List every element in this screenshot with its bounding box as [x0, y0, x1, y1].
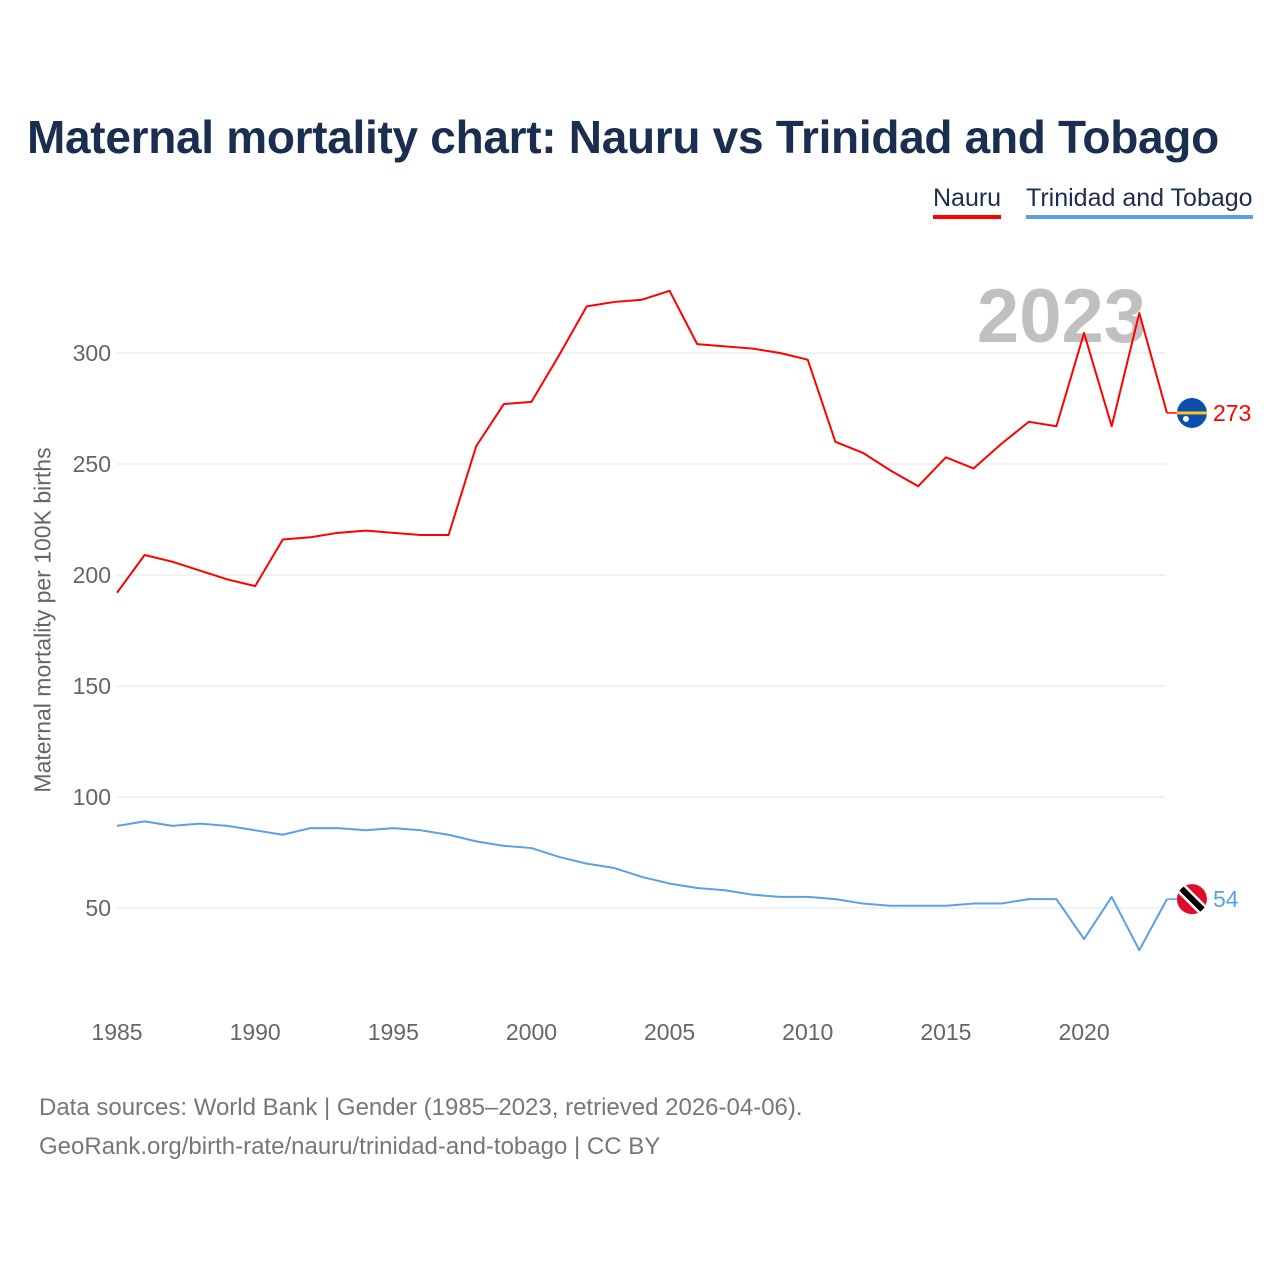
x-tick-label: 2005	[644, 1019, 695, 1045]
y-tick-label: 300	[73, 340, 111, 366]
legend-trinidad-and-tobago[interactable]: Trinidad and Tobago	[1026, 184, 1253, 219]
x-tick-label: 2010	[782, 1019, 833, 1045]
nauru-flag-stripe	[1176, 411, 1207, 415]
year-watermark: 2023	[977, 274, 1146, 359]
series-line-trinidad-and-tobago	[116, 820, 1168, 952]
footer: Data sources: World Bank | Gender (1985–…	[39, 1088, 803, 1166]
x-tick-label: 2000	[506, 1019, 557, 1045]
footer-sources: Data sources: World Bank | Gender (1985–…	[39, 1094, 803, 1121]
x-tick-label: 1990	[230, 1019, 281, 1045]
x-tick-label: 1985	[91, 1019, 142, 1045]
footer-url[interactable]: GeoRank.org/birth-rate/nauru/trinidad-an…	[39, 1133, 661, 1160]
nauru-flag-star	[1182, 415, 1189, 422]
chart-title: Maternal mortality chart: Nauru vs Trini…	[27, 111, 1219, 163]
x-tick-label: 1995	[368, 1019, 419, 1045]
x-tick-label: 2015	[920, 1019, 971, 1045]
series-line-nauru	[116, 289, 1168, 594]
y-tick-label: 50	[85, 895, 111, 921]
trinidad-flag-black	[1176, 884, 1207, 915]
legend-nauru[interactable]: Nauru	[933, 184, 1002, 219]
x-tick-label: 2020	[1058, 1019, 1109, 1045]
y-tick-label: 250	[73, 451, 111, 477]
end-value-label: 273	[1213, 400, 1251, 426]
end-value-label: 54	[1213, 886, 1239, 912]
y-tick-label: 150	[73, 673, 111, 699]
y-tick-label: 100	[73, 784, 111, 810]
trinidad-flag-icon	[1176, 884, 1207, 915]
y-tick-label: 200	[73, 562, 111, 588]
